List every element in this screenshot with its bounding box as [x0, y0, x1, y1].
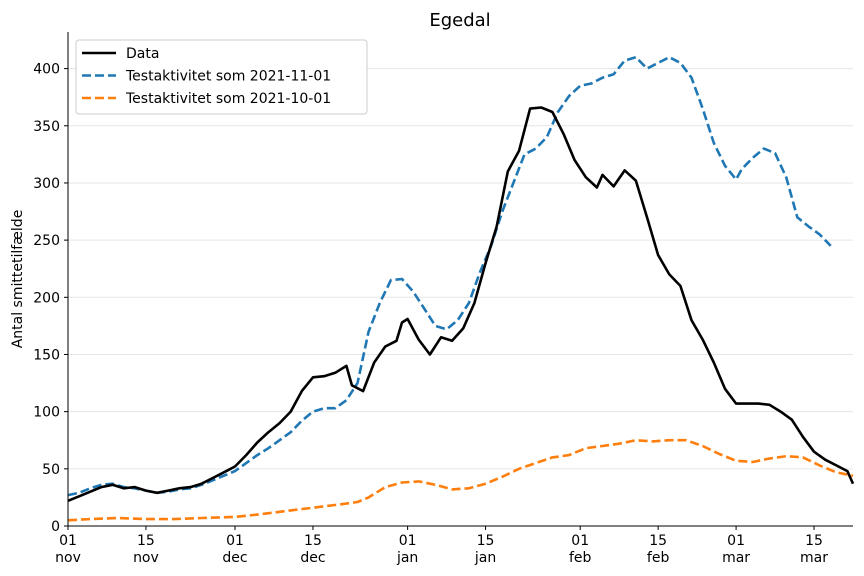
- x-tick-day: 01: [59, 533, 77, 549]
- x-tick-day: 01: [727, 533, 745, 549]
- x-tick-day: 15: [649, 533, 667, 549]
- x-tick-month: nov: [133, 550, 159, 566]
- x-tick-month: feb: [647, 550, 670, 566]
- y-tick-label: 0: [51, 519, 60, 535]
- y-tick-label: 150: [33, 347, 60, 363]
- x-ticks: 01nov15nov01dec15dec01jan15jan01feb15feb…: [55, 526, 828, 566]
- chart-title: Egedal: [429, 10, 490, 31]
- y-tick-label: 50: [42, 462, 60, 478]
- series-line-1: [67, 55, 832, 497]
- gridlines: [68, 68, 853, 470]
- series-line-0: [67, 106, 855, 503]
- x-tick-day: 01: [399, 533, 417, 549]
- legend-label-0: Data: [126, 46, 159, 62]
- axes: [67, 32, 853, 527]
- x-tick-month: mar: [800, 550, 828, 566]
- x-tick-day: 01: [571, 533, 589, 549]
- y-tick-label: 350: [33, 119, 60, 135]
- y-tick-label: 100: [33, 405, 60, 421]
- y-tick-label: 250: [33, 233, 60, 249]
- y-tick-label: 200: [33, 290, 60, 306]
- series-layer: [67, 55, 855, 522]
- x-tick-month: jan: [474, 550, 496, 566]
- x-tick-month: jan: [396, 550, 418, 566]
- y-tick-label: 300: [33, 176, 60, 192]
- legend: Data Testaktivitet som 2021-11-01 Testakti…: [75, 39, 368, 115]
- x-tick-month: dec: [300, 550, 325, 566]
- x-tick-day: 15: [137, 533, 155, 549]
- x-tick-month: feb: [569, 550, 592, 566]
- y-axis-label: Antal smittetilfælde: [10, 210, 26, 349]
- x-tick-month: mar: [722, 550, 750, 566]
- legend-label-2: Testaktivitet som 2021-10-01: [125, 91, 331, 107]
- x-tick-day: 15: [304, 533, 322, 549]
- x-tick-day: 15: [477, 533, 495, 549]
- x-tick-month: nov: [55, 550, 81, 566]
- x-tick-month: dec: [222, 550, 247, 566]
- y-ticks: 0 50 100 150 200 250 300 350 400: [33, 62, 68, 535]
- x-tick-day: 01: [226, 533, 244, 549]
- legend-label-1: Testaktivitet som 2021-11-01: [125, 69, 331, 85]
- x-tick-day: 15: [805, 533, 823, 549]
- legend-box: [75, 39, 368, 115]
- y-tick-label: 400: [33, 62, 60, 78]
- series-line-2: [67, 438, 854, 522]
